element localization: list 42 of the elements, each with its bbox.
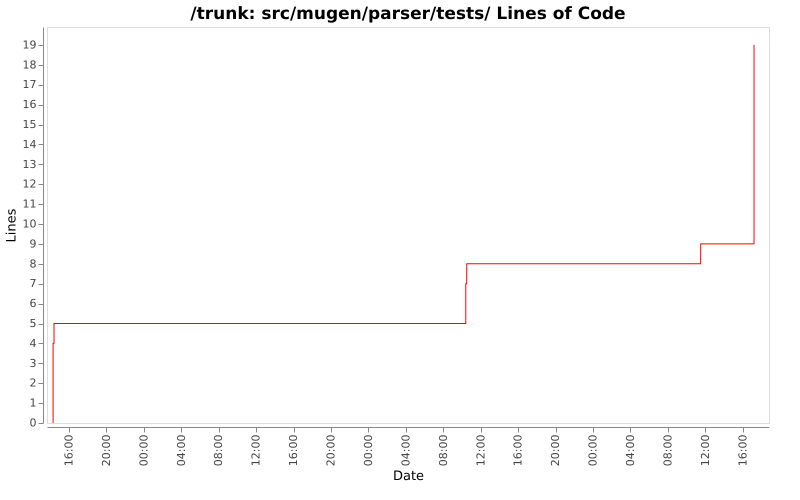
y-tick-label: 14 — [22, 138, 36, 151]
y-tick-label: 17 — [22, 78, 36, 92]
y-tick-label: 7 — [30, 277, 36, 290]
y-tick-label: 0 — [30, 416, 36, 430]
y-tick-label: 15 — [22, 118, 36, 132]
x-tick-label: 08:00 — [436, 434, 450, 466]
y-tick-label: 2 — [30, 376, 36, 390]
x-tick-label: 00:00 — [137, 434, 150, 466]
x-tick-label: 04:00 — [399, 434, 412, 466]
x-tick-label: 20:00 — [324, 434, 338, 466]
y-axis-title: Lines — [4, 208, 20, 242]
x-tick-label: 00:00 — [362, 434, 375, 466]
y-tick-label: 3 — [30, 356, 36, 370]
x-tick-label: 16:00 — [62, 434, 76, 466]
x-tick-label: 20:00 — [549, 434, 562, 466]
x-tick-label: 16:00 — [736, 434, 750, 466]
y-tick-label: 18 — [22, 58, 36, 72]
x-tick-label: 04:00 — [174, 434, 188, 466]
y-tick-label: 1 — [30, 396, 36, 410]
x-tick-label: 12:00 — [698, 434, 712, 466]
y-tick-label: 12 — [22, 178, 36, 191]
y-tick-label: 19 — [22, 38, 36, 52]
y-tick-label: 11 — [22, 198, 36, 211]
x-tick-label: 20:00 — [100, 434, 113, 466]
y-tick-label: 6 — [30, 297, 36, 310]
y-tick-label: 9 — [30, 237, 36, 250]
y-tick-label: 16 — [22, 98, 36, 112]
chart-title: /trunk: src/mugen/parser/tests/ Lines of Code — [190, 4, 626, 24]
x-tick-label: 08:00 — [212, 434, 226, 466]
y-tick-label: 8 — [30, 257, 36, 270]
y-tick-label: 13 — [22, 158, 36, 171]
x-tick-label: 00:00 — [586, 434, 600, 466]
y-tick-label: 10 — [22, 218, 36, 231]
x-tick-label: 12:00 — [474, 434, 488, 466]
y-tick-label: 5 — [30, 317, 36, 330]
x-tick-label: 04:00 — [624, 434, 637, 466]
x-tick-label: 12:00 — [250, 434, 263, 466]
y-tick-label: 4 — [30, 336, 36, 350]
x-tick-label: 16:00 — [287, 434, 300, 466]
x-tick-label: 16:00 — [512, 434, 525, 466]
x-tick-label: 08:00 — [661, 434, 674, 466]
x-axis-title: Date — [392, 469, 424, 484]
